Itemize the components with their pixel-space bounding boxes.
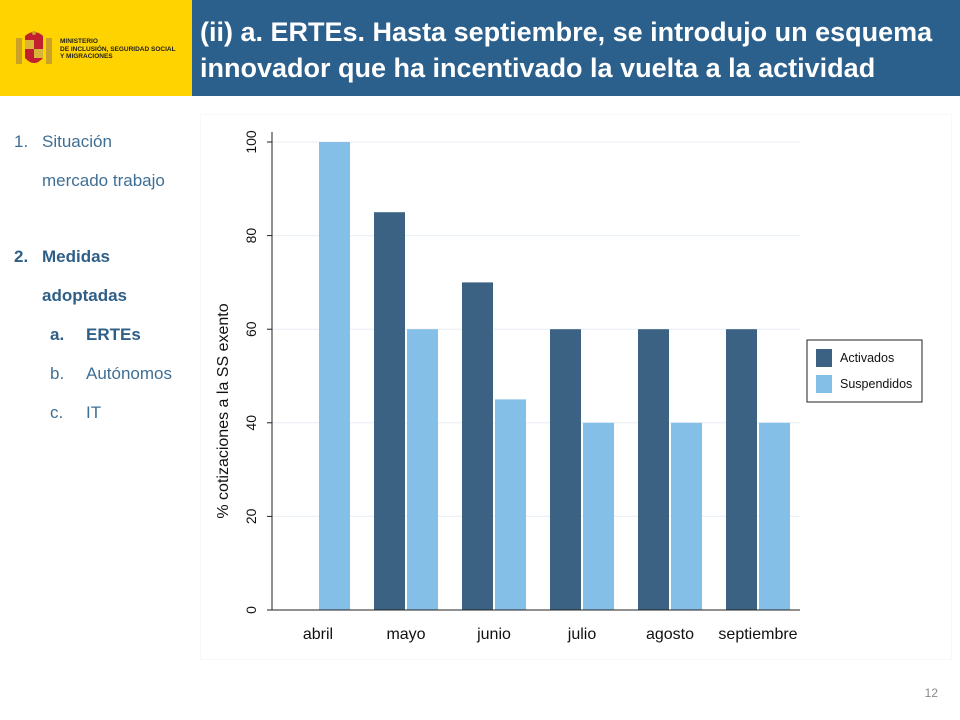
y-tick-label: 20 [243,508,259,524]
sidebar-item-number: c. [50,403,64,422]
legend-label-activados: Activados [840,351,894,365]
sidebar-item-label: ERTEs [86,325,141,344]
page-number: 12 [924,686,938,700]
y-tick-label: 0 [243,606,259,614]
sidebar-item-label: Autónomos [86,364,172,383]
legend-swatch-suspendidos [816,375,832,393]
bar-activados-julio [550,329,581,610]
y-tick-label: 60 [243,321,259,337]
sidebar-item-number: b. [50,364,65,383]
x-tick-label: junio [476,626,511,643]
x-tick-label: mayo [386,626,425,643]
bar-activados-septiembre [726,329,757,610]
page-title: (ii) a. ERTEs. Hasta septiembre, se intr… [200,17,933,83]
sidebar-item-label: IT [86,403,102,422]
sidebar-item-label-line2: adoptadas [42,286,128,305]
bar-suspendidos-mayo [407,329,438,610]
bar-activados-mayo [374,212,405,610]
x-tick-label: septiembre [718,626,797,643]
bar-suspendidos-julio [583,422,614,610]
bar-activados-agosto [638,329,669,610]
coat-of-arms-icon [16,31,52,64]
ministry-label: MINISTERIO DE INCLUSIÓN, SEGURIDAD SOCIA… [60,38,176,60]
x-tick-label: julio [567,626,597,643]
sidebar-item-number: a. [50,325,65,344]
legend-swatch-activados [816,349,832,367]
sidebar-item-number: 1. [14,132,29,151]
bar-suspendidos-abril [319,142,350,610]
bar-suspendidos-septiembre [759,422,790,610]
legend-label-suspendidos: Suspendidos [840,377,912,391]
bar-chart: 0 20 40 60 80 100 abril mayo junio julio agosto sep… [200,114,952,660]
y-tick-label: 100 [243,130,259,154]
sidebar-item-number: 2. [14,247,29,266]
sidebar-item-label: Situación [42,132,112,151]
bar-suspendidos-junio [495,399,526,610]
x-tick-label: abril [303,626,333,643]
sidebar-item-label: Medidas [42,247,111,266]
sidebar-item-label-line2: mercado trabajo [42,171,165,190]
x-tick-label: agosto [646,626,694,643]
y-tick-label: 80 [243,228,259,244]
ministry-logo: MINISTERIO DE INCLUSIÓN, SEGURIDAD SOCIA… [0,0,192,96]
bar-activados-junio [462,282,493,610]
bar-suspendidos-agosto [671,422,702,610]
y-tick-label: 40 [243,415,259,431]
title-bar: (ii) a. ERTEs. Hasta septiembre, se intr… [192,0,960,96]
y-axis-label: % cotizaciones a la SS exento [215,303,232,518]
